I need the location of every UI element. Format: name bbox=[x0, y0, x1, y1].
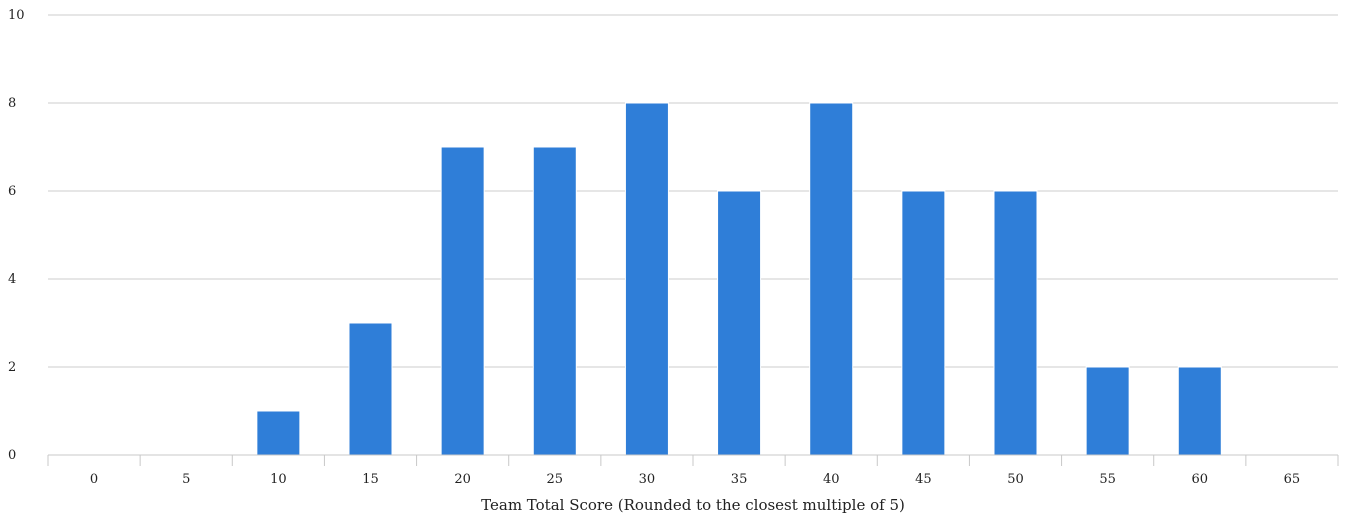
x-tick-label: 55 bbox=[1099, 472, 1116, 487]
x-tick-label: 60 bbox=[1192, 472, 1209, 487]
x-tick-label: 0 bbox=[90, 472, 98, 487]
bar-40 bbox=[809, 102, 854, 456]
bar-45 bbox=[901, 190, 946, 456]
bar-35 bbox=[717, 190, 762, 456]
y-tick-label: 10 bbox=[8, 8, 25, 23]
x-tick-label: 50 bbox=[1007, 472, 1024, 487]
x-tick-label: 10 bbox=[270, 472, 287, 487]
x-tick-label: 5 bbox=[182, 472, 190, 487]
y-tick-label: 2 bbox=[8, 360, 16, 375]
y-tick-label: 0 bbox=[8, 448, 16, 463]
y-tick-label: 8 bbox=[8, 96, 16, 111]
x-tick-label: 65 bbox=[1284, 472, 1301, 487]
bar-layer bbox=[256, 102, 1222, 456]
x-tick-label: 40 bbox=[823, 472, 840, 487]
bar-15 bbox=[348, 322, 393, 456]
x-tick-label: 20 bbox=[454, 472, 471, 487]
y-tick-label: 4 bbox=[8, 272, 16, 287]
x-tick-label: 25 bbox=[547, 472, 564, 487]
bar-55 bbox=[1085, 366, 1130, 456]
x-tick-label: 45 bbox=[915, 472, 932, 487]
x-tick-label: 15 bbox=[362, 472, 379, 487]
bar-30 bbox=[624, 102, 669, 456]
y-tick-label: 6 bbox=[8, 184, 16, 199]
bar-60 bbox=[1177, 366, 1222, 456]
axis-layer: 0 2 4 6 8 10 0 5 10 15 20 25 30 35 40 45 50 55 60 65 bbox=[8, 8, 1339, 487]
bar-20 bbox=[440, 146, 485, 456]
bar-10 bbox=[256, 410, 301, 456]
x-tick-label: 30 bbox=[639, 472, 656, 487]
grid-layer bbox=[48, 14, 1338, 368]
bar-50 bbox=[993, 190, 1038, 456]
x-tick-label: 35 bbox=[731, 472, 748, 487]
x-axis-title: Team Total Score (Rounded to the closest… bbox=[481, 496, 905, 514]
bar-25 bbox=[532, 146, 577, 456]
